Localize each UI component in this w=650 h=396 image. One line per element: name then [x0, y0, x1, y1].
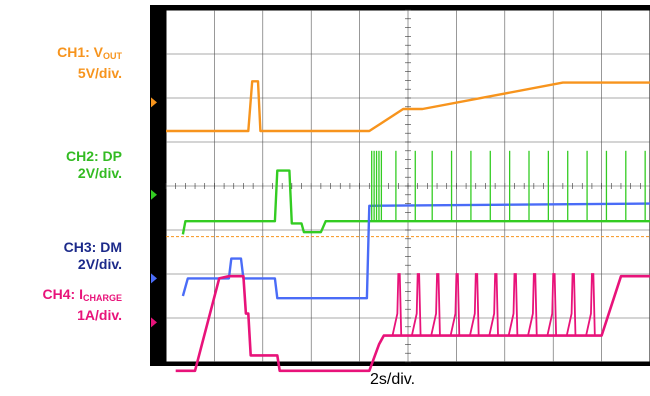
ch4-pulse — [391, 273, 403, 336]
ch3-label: CH3: DM 2V/div. — [63, 239, 122, 272]
ch4-pulse — [410, 273, 422, 336]
ch4-pulse — [546, 273, 558, 336]
ch2-label: CH2: DP 2V/div. — [65, 148, 122, 181]
ch1-trace — [166, 80, 650, 133]
ch4-pulse — [430, 273, 441, 336]
ch4-pulse — [585, 273, 596, 336]
ch2-ground-marker — [151, 189, 157, 200]
ch4-trace — [175, 274, 650, 373]
ch1-label: CH1: VOUT 5V/div. — [57, 44, 122, 81]
timebase-label: 2s/div. — [370, 371, 416, 388]
ch3-ground-marker — [151, 273, 157, 284]
ch4-pulse — [469, 273, 480, 336]
ch4-pulse — [527, 273, 538, 336]
ch4-pulse — [565, 273, 577, 336]
ch4-pulse — [507, 273, 519, 336]
ch4-pulse — [488, 273, 499, 336]
ch1-ground-marker — [151, 97, 157, 108]
ch4-ground-marker — [151, 317, 157, 328]
ch2-trace — [181, 169, 650, 235]
ch4-pulse — [449, 273, 461, 336]
ch4-label: CH4: ICHARGE 1A/div. — [42, 286, 122, 323]
